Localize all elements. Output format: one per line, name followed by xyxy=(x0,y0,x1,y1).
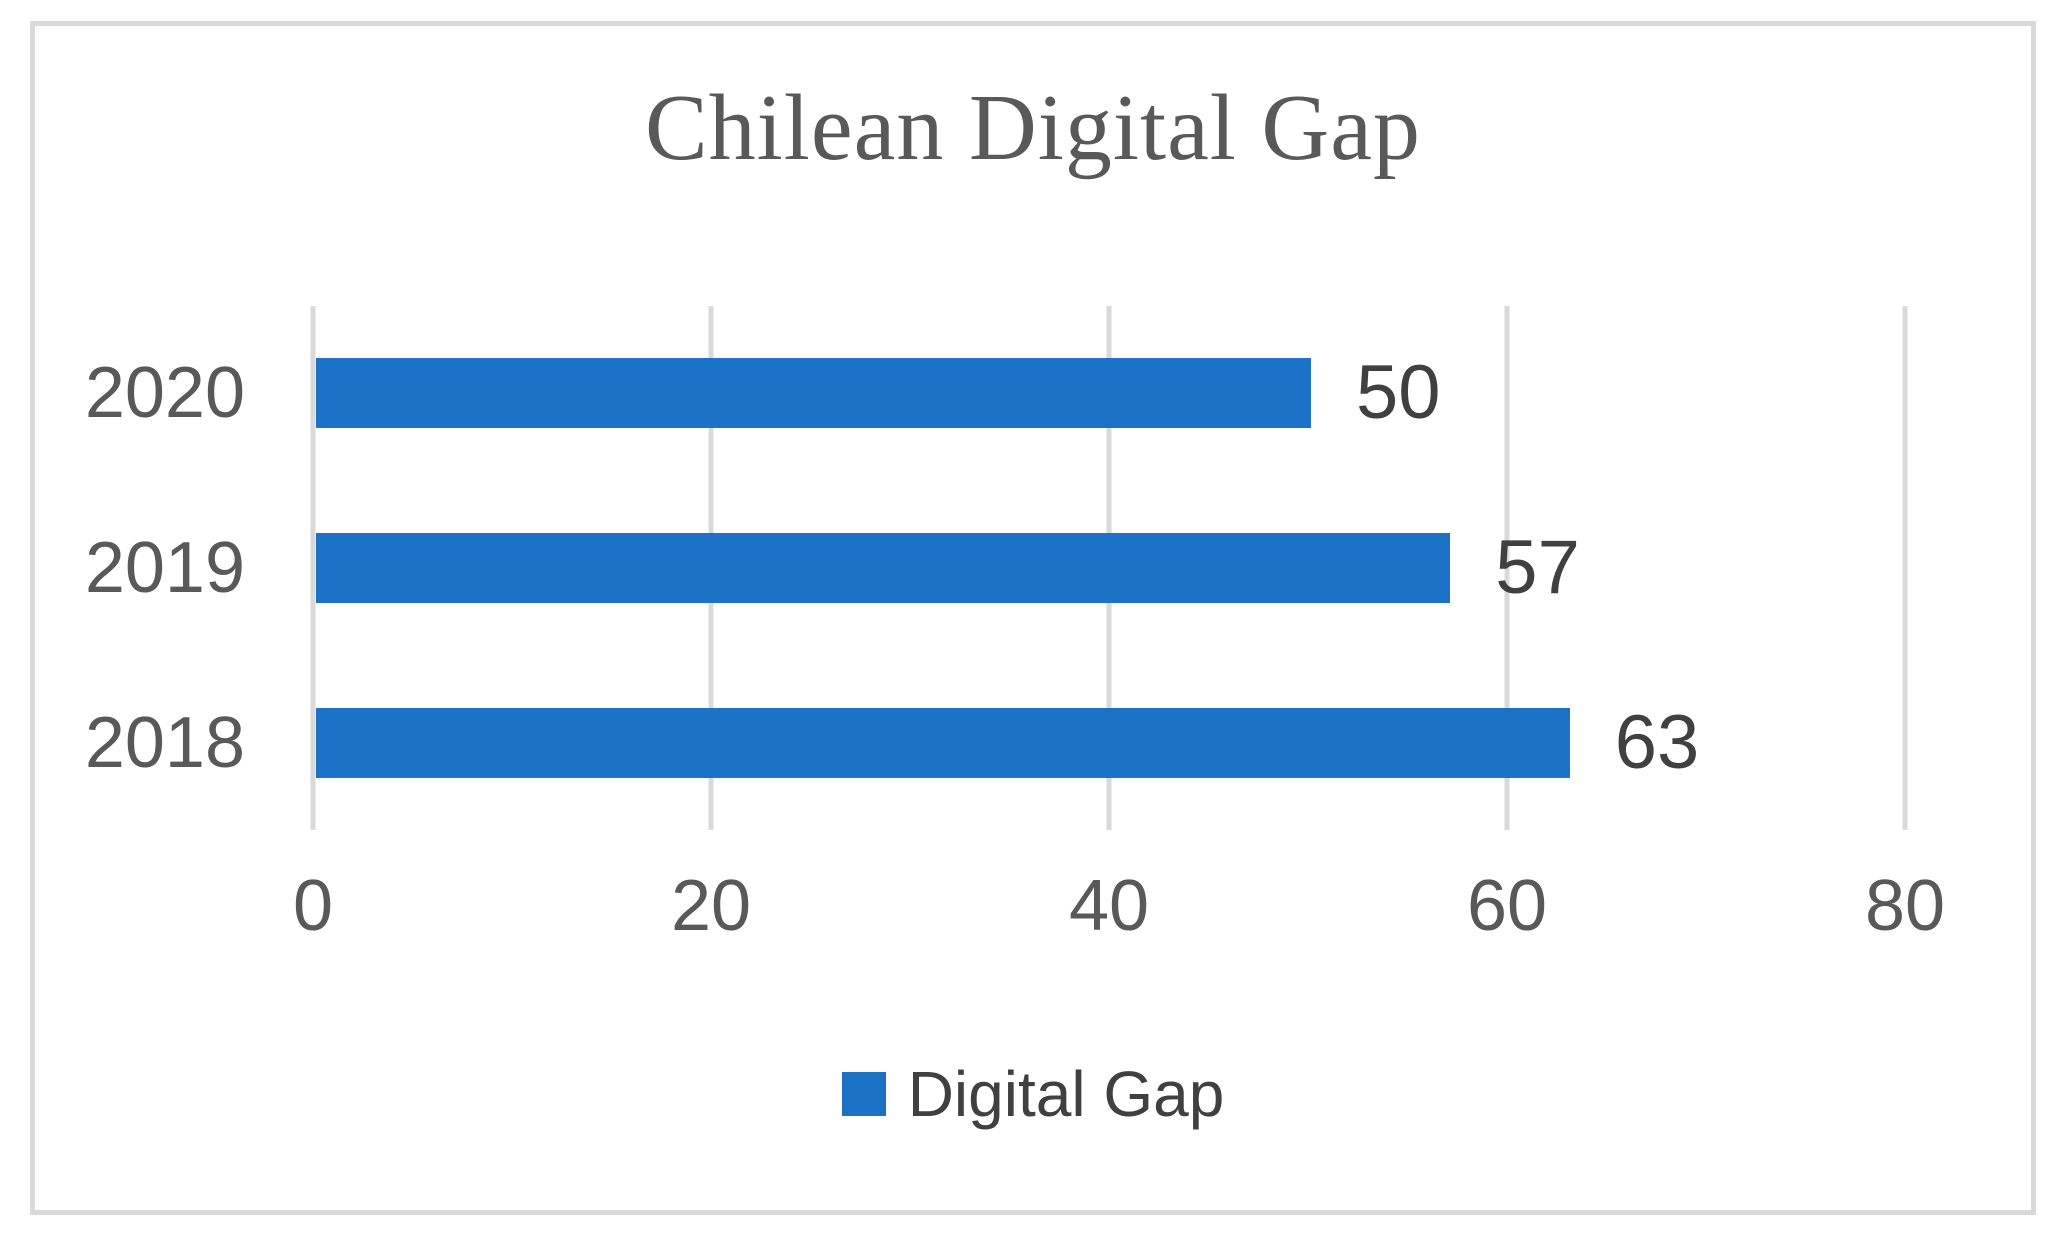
chart-title: Chilean Digital Gap xyxy=(644,76,1422,180)
value-axis-labels: 0 20 40 60 80 xyxy=(0,866,2062,956)
legend-swatch-icon xyxy=(841,1072,886,1116)
category-label-2020: 2020 xyxy=(84,353,245,434)
chart-frame xyxy=(30,21,2036,1215)
data-label-2020: 50 xyxy=(1356,350,1441,436)
category-label-2018: 2018 xyxy=(84,702,245,783)
gridline-x-0 xyxy=(310,306,316,830)
plot-area: 50 57 63 xyxy=(310,306,1908,830)
legend: Digital Gap xyxy=(30,1052,2036,1136)
gridline-x-60 xyxy=(1504,306,1510,830)
x-tick-label-60: 60 xyxy=(1466,866,1548,946)
bar-2019 xyxy=(316,533,1451,603)
category-axis-labels: 2020 2019 2018 xyxy=(30,0,245,1233)
category-label-2019: 2019 xyxy=(84,528,245,608)
x-tick-label-20: 20 xyxy=(670,866,752,946)
bar-2018 xyxy=(316,707,1570,778)
x-tick-label-40: 40 xyxy=(1068,866,1150,946)
bar-2020 xyxy=(316,358,1311,429)
legend-label: Digital Gap xyxy=(907,1058,1225,1130)
data-label-2018: 63 xyxy=(1614,699,1700,785)
data-label-2019: 57 xyxy=(1495,525,1580,610)
x-tick-label-80: 80 xyxy=(1864,866,1946,946)
x-tick-label-0: 0 xyxy=(292,866,334,946)
gridline-x-80 xyxy=(1902,306,1908,830)
